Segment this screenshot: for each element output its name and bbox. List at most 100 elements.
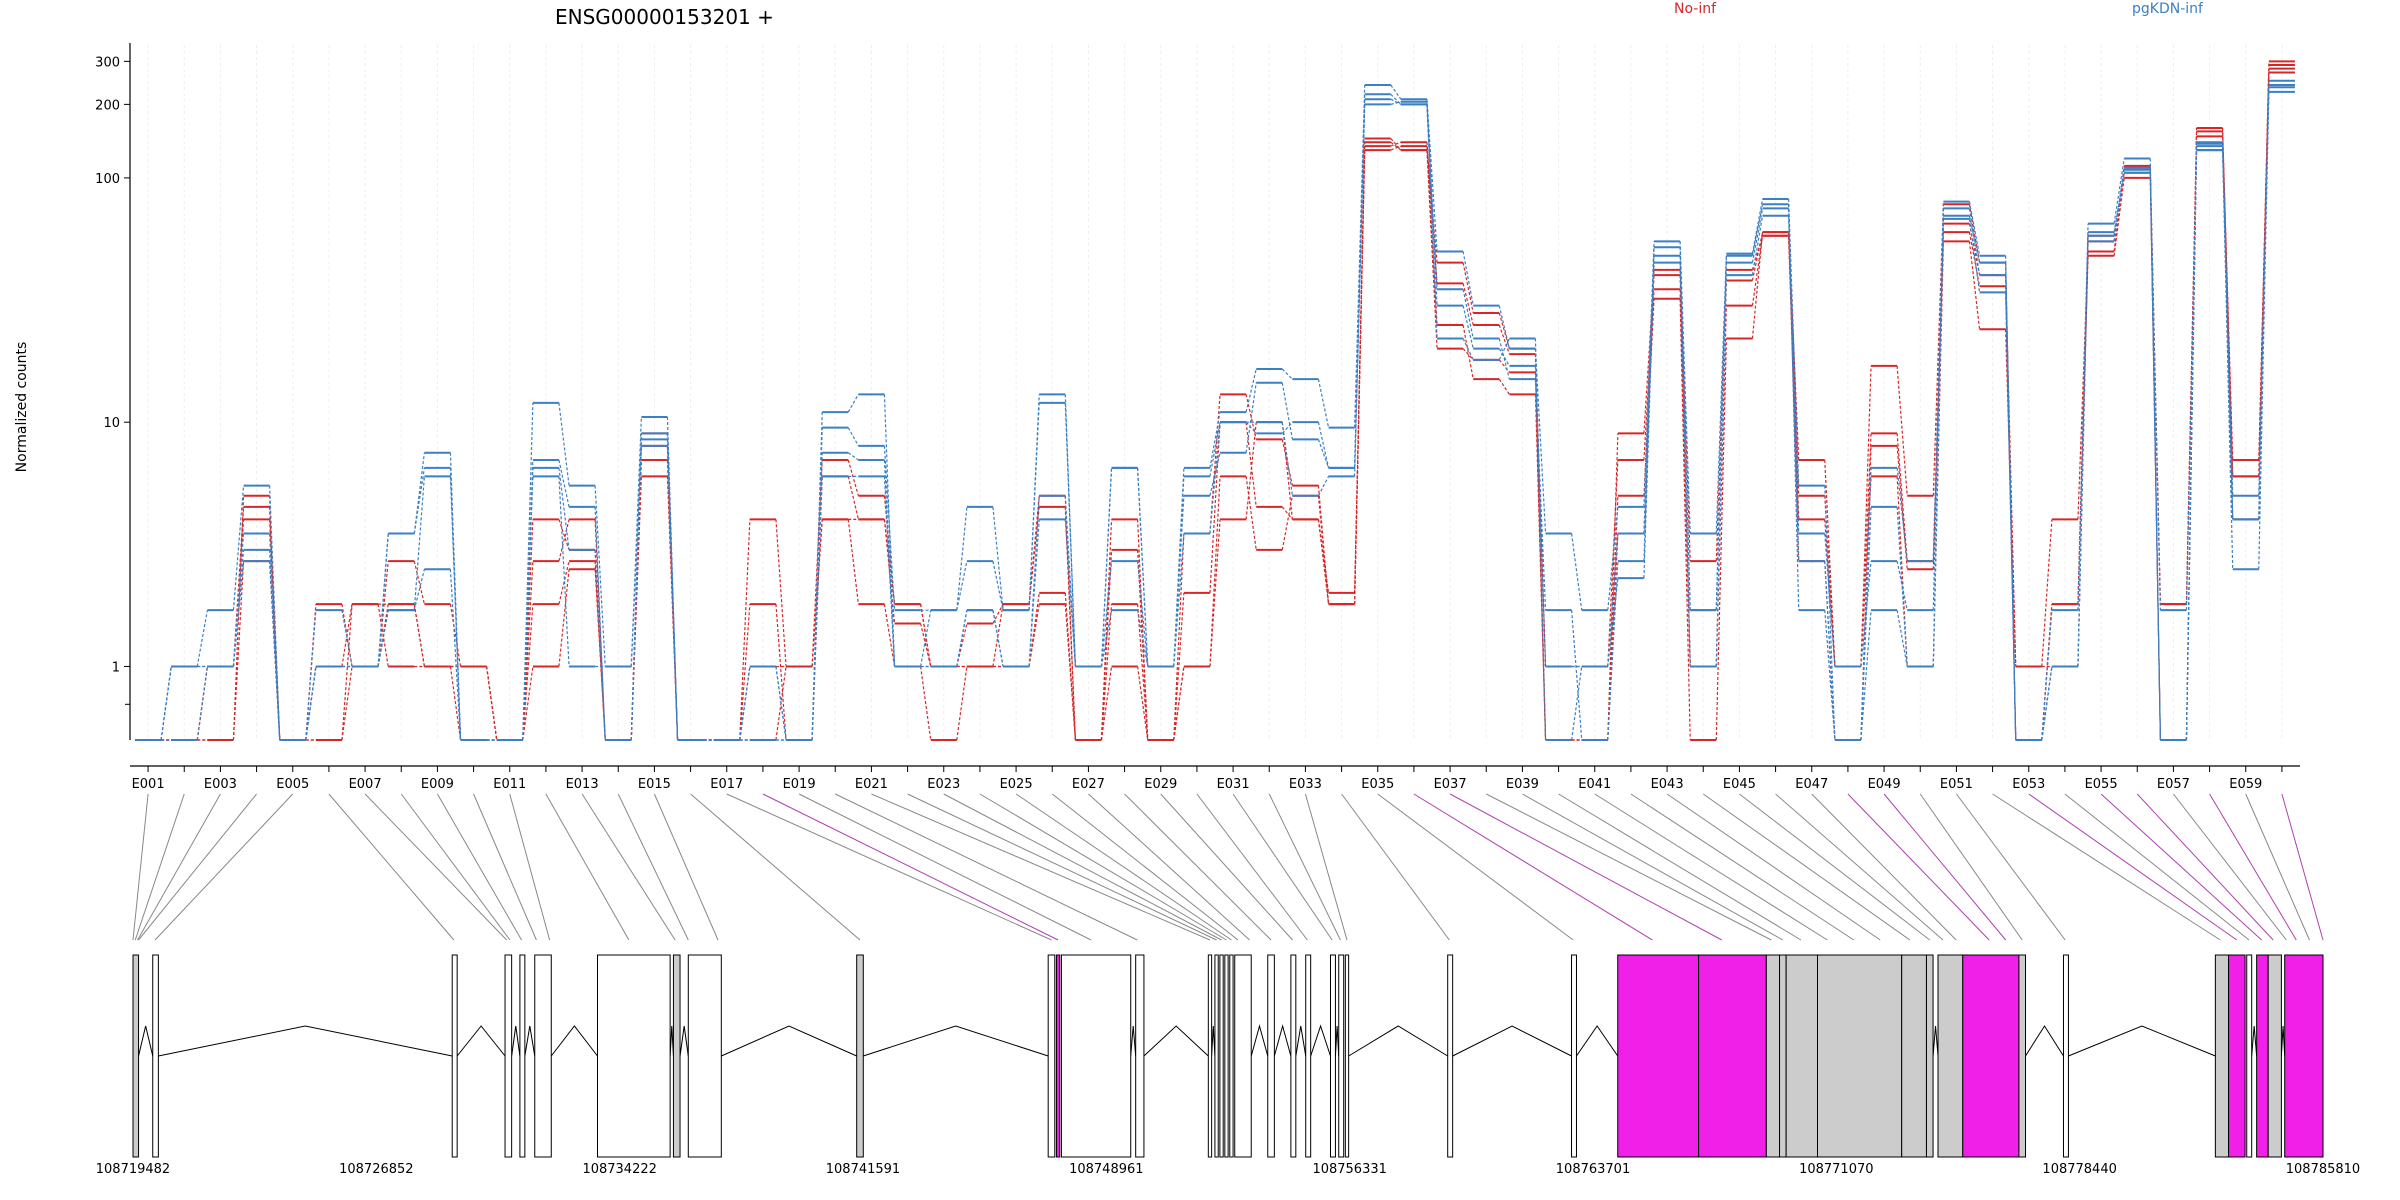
exon-link-line <box>1883 793 2007 941</box>
intron-line <box>511 1025 521 1057</box>
data-connector <box>1173 533 1185 741</box>
exon-block <box>596 954 671 1158</box>
x-tick-label: E029 <box>1144 777 1177 792</box>
exon-link-line <box>436 793 522 941</box>
legend-label-no-inf: No-inf <box>1674 1 1717 17</box>
exon-link-lines <box>132 793 2324 941</box>
data-connector <box>1281 368 1293 380</box>
data-connector <box>1462 283 1474 326</box>
data-connector <box>1245 422 1257 507</box>
data-connector <box>305 666 317 741</box>
data-connector <box>847 459 859 496</box>
x-tick-label: E001 <box>132 777 165 792</box>
data-connector <box>1679 241 1691 534</box>
x-tick-label: E023 <box>927 777 960 792</box>
exon-link-line <box>1486 793 1772 941</box>
data-connector <box>2041 666 2053 741</box>
data-connector <box>449 666 462 741</box>
data-connector <box>1715 253 1727 534</box>
data-connector <box>522 467 534 741</box>
data-connector <box>1245 421 1257 434</box>
exon-link-line <box>509 793 551 941</box>
data-connector <box>1824 495 1836 667</box>
exon-link-line <box>1449 793 1722 941</box>
series-pgkdn-inf <box>135 79 2295 741</box>
x-tick-label: E037 <box>1434 777 1467 792</box>
exon-link-line <box>1811 793 1957 941</box>
x-tick-label: E031 <box>1217 777 1250 792</box>
intron-line <box>524 1025 536 1057</box>
data-connector <box>1462 305 1474 349</box>
x-tick-label: E009 <box>421 777 454 792</box>
intron-line <box>2068 1025 2216 1057</box>
x-tick-label: E005 <box>276 777 309 792</box>
data-connector <box>1534 379 1547 611</box>
exon-link-line <box>1594 793 1828 941</box>
exon-block <box>1055 954 1061 1158</box>
data-connector <box>196 666 208 741</box>
data-connector <box>1896 506 1908 667</box>
exon-link-line <box>2173 793 2287 941</box>
exon-link-line <box>400 793 511 941</box>
exon-block <box>1207 954 1213 1158</box>
data-connector <box>1751 198 1764 254</box>
exon-link-line <box>979 793 1227 941</box>
data-connector <box>666 439 679 741</box>
exon-link-line <box>690 793 861 941</box>
data-connector <box>1245 476 1257 550</box>
exon-link-line <box>1702 793 1911 941</box>
data-connector <box>1679 262 1691 611</box>
data-connector <box>413 560 425 605</box>
data-connector <box>1137 666 1149 741</box>
data-connector <box>1860 610 1872 741</box>
data-connector <box>2149 167 2161 611</box>
data-connector <box>305 610 317 741</box>
exon-block <box>1962 954 2020 1158</box>
data-connector <box>1751 235 1764 306</box>
exon-link-line <box>154 793 294 941</box>
data-connector <box>1932 204 1944 496</box>
exon-block <box>1047 954 1056 1158</box>
data-connector <box>1498 312 1510 349</box>
data-connector <box>1498 305 1510 349</box>
data-connector <box>1064 495 1076 667</box>
data-connector <box>1679 269 1691 562</box>
exon-link-line <box>137 793 221 941</box>
data-connector <box>377 610 389 667</box>
data-connector <box>775 666 787 741</box>
data-connector <box>2113 172 2125 233</box>
data-connector <box>1281 422 1293 496</box>
exon-block <box>1338 954 1345 1158</box>
data-connector <box>196 610 208 667</box>
data-connector <box>232 549 245 667</box>
series-pgkdn-inf <box>135 84 2295 741</box>
exon-link-line <box>581 793 676 941</box>
x-tick-label: E043 <box>1651 777 1684 792</box>
data-connector <box>1137 519 1149 741</box>
exon-block <box>1229 954 1234 1158</box>
exon-link-line <box>617 793 689 941</box>
data-connector <box>558 459 570 508</box>
coordinate-label: 108734222 <box>582 1162 656 1177</box>
data-connector <box>1715 338 1727 741</box>
data-connector <box>956 666 968 741</box>
data-connector <box>2041 519 2053 667</box>
x-tick-label: E053 <box>2012 777 2045 792</box>
exon-link-line <box>762 793 1059 941</box>
data-connector <box>558 519 570 551</box>
series-no-inf <box>135 63 2295 741</box>
data-connector <box>1968 223 1981 276</box>
data-connector <box>341 666 353 741</box>
data-connector <box>1751 204 1764 256</box>
data-connector <box>1643 298 1655 496</box>
y-tick-label: 300 <box>95 55 120 70</box>
data-connector <box>1137 467 1149 667</box>
data-connector <box>1896 467 1908 562</box>
data-connector <box>1281 439 1293 486</box>
data-connector <box>1028 519 1040 667</box>
exon-link-line <box>2245 793 2310 941</box>
data-connector <box>1896 560 1908 611</box>
data-connector <box>413 452 425 534</box>
data-connector <box>1064 604 1076 741</box>
exon-link-line <box>1160 793 1293 941</box>
